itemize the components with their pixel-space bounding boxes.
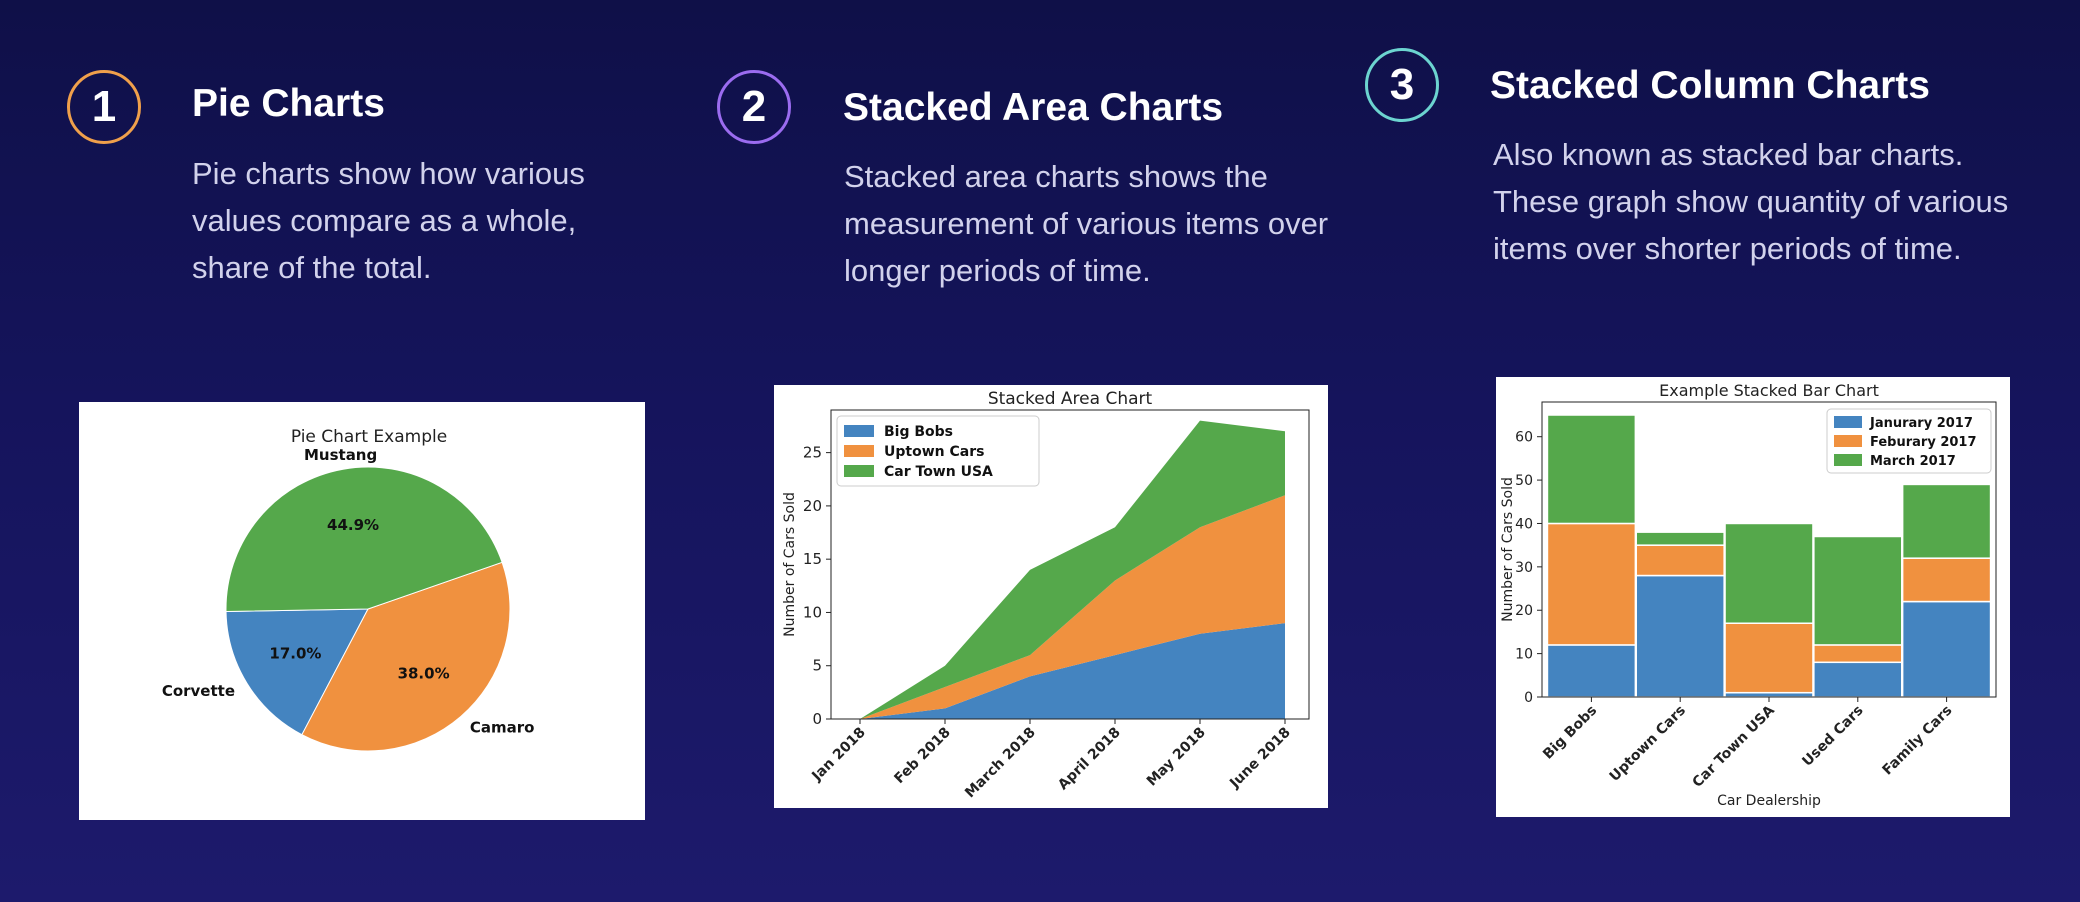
- pie-slice: [301, 561, 511, 752]
- bar-segment: [1901, 483, 1992, 559]
- stacked-bar-chart: Example Stacked Bar Chart 0 10 20 30 40 50 60 Bi…: [1500, 381, 1997, 809]
- legend-swatch: [1834, 454, 1862, 466]
- bar-segment: [1546, 414, 1637, 525]
- y-tick-label: 20: [1515, 603, 1533, 619]
- number-badge-1: 1: [67, 70, 141, 144]
- section-title-area: Stacked Area Charts: [843, 86, 1224, 129]
- description-line: Pie charts show how various: [192, 156, 585, 191]
- description-line: share of the total.: [192, 250, 432, 285]
- x-tick-label: April 2018: [1055, 725, 1124, 794]
- section-description-area: Stacked area charts shows the measuremen…: [844, 153, 1328, 294]
- x-tick-label: Jan 2018: [808, 725, 868, 785]
- bar-segment: [1724, 622, 1814, 694]
- y-axis-label: Number of Cars Sold: [1500, 477, 1516, 622]
- bar-segment: [1901, 557, 1992, 603]
- chart-title: Pie Chart Example: [291, 427, 447, 447]
- legend-label: Janurary 2017: [1869, 416, 1973, 431]
- pie-chart: Pie Chart Example 17.0% Corvette 38.0% Camar…: [162, 427, 535, 752]
- chart-title: Example Stacked Bar Chart: [1659, 381, 1879, 400]
- bar-segment: [1635, 574, 1725, 698]
- legend-label: Uptown Cars: [884, 444, 984, 460]
- legend-swatch: [844, 445, 874, 457]
- legend-swatch: [1834, 435, 1862, 447]
- slice-percent-label: 38.0%: [398, 665, 450, 683]
- bar-segment: [1635, 531, 1725, 546]
- x-tick-label: May 2018: [1144, 725, 1209, 790]
- x-tick-label: Feb 2018: [891, 725, 953, 787]
- x-tick-label: Used Cars: [1799, 703, 1866, 770]
- section-description-column: Also known as stacked bar charts. These …: [1493, 131, 2008, 272]
- pie-slice: [225, 466, 503, 612]
- bar-segment: [1813, 644, 1903, 664]
- section-description-pie: Pie charts show how various values compa…: [192, 150, 585, 291]
- bar-segment: [1546, 522, 1637, 646]
- number-badge-3: 3: [1365, 48, 1439, 122]
- section-title-pie: Pie Charts: [192, 82, 385, 125]
- legend-box: [836, 415, 1040, 487]
- legend-label: Big Bobs: [884, 424, 953, 440]
- slice-name-label: Camaro: [470, 718, 535, 736]
- bar-segment: [1724, 522, 1814, 624]
- section-title-column: Stacked Column Charts: [1490, 64, 1930, 107]
- bar-segment: [1635, 544, 1725, 577]
- x-axis-label: Car Dealership: [1717, 793, 1821, 809]
- y-tick-label: 5: [812, 657, 822, 675]
- y-tick-label: 40: [1515, 516, 1533, 532]
- legend-swatch: [844, 465, 874, 477]
- x-tick-label: June 2018: [1226, 725, 1294, 793]
- legend-swatch: [844, 425, 874, 437]
- x-tick-label: March 2018: [962, 725, 1039, 802]
- stacked-area-chart: Stacked Area Chart 0 5 10 15 20 25 Jan 2018 Feb …: [782, 389, 1310, 802]
- y-tick-label: 25: [803, 444, 822, 462]
- description-line: These graph show quantity of various: [1493, 184, 2009, 219]
- y-tick-label: 60: [1515, 430, 1533, 446]
- area-series: [860, 420, 1285, 719]
- legend-label: Car Town USA: [884, 464, 993, 480]
- pie-chart-card: Pie Chart Example 17.0% Corvette 38.0% Camar…: [79, 402, 645, 820]
- area-series: [860, 623, 1285, 719]
- area-chart-card: Stacked Area Chart 0 5 10 15 20 25 Jan 2018 Feb …: [774, 385, 1328, 808]
- description-line: values compare as a whole,: [192, 203, 577, 238]
- y-tick-label: 0: [812, 710, 822, 728]
- legend-label: March 2017: [1870, 454, 1956, 469]
- bar-segment: [1901, 600, 1992, 698]
- x-tick-label: Uptown Cars: [1607, 703, 1689, 785]
- y-tick-label: 30: [1515, 560, 1533, 576]
- description-line: items over shorter periods of time.: [1493, 231, 1962, 266]
- plot-frame: [830, 409, 1310, 720]
- slice-percent-label: 44.9%: [327, 516, 379, 534]
- y-tick-label: 10: [1515, 647, 1533, 663]
- bar-segment: [1546, 644, 1637, 698]
- description-line: Stacked area charts shows the: [844, 159, 1268, 194]
- y-axis-label: Number of Cars Sold: [782, 492, 798, 637]
- slice-percent-label: 17.0%: [269, 645, 321, 663]
- y-tick-label: 0: [1524, 690, 1533, 706]
- slice-name-label: Mustang: [304, 446, 377, 464]
- x-tick-label: Family Cars: [1880, 703, 1956, 779]
- number-badge-2: 2: [717, 70, 791, 144]
- y-tick-label: 15: [803, 550, 822, 568]
- legend-label: Feburary 2017: [1870, 435, 1977, 450]
- x-tick-label: Car Town USA: [1690, 702, 1778, 790]
- slice-name-label: Corvette: [162, 682, 235, 700]
- bar-segment: [1813, 661, 1903, 698]
- description-line: longer periods of time.: [844, 253, 1151, 288]
- pie-slice: [225, 608, 369, 736]
- y-tick-label: 20: [803, 497, 822, 515]
- description-line: Also known as stacked bar charts.: [1493, 137, 1964, 172]
- area-series: [860, 495, 1285, 719]
- bar-chart-card: Example Stacked Bar Chart 0 10 20 30 40 50 60 Bi…: [1496, 377, 2010, 817]
- description-line: measurement of various items over: [844, 206, 1329, 241]
- legend-box: [1826, 408, 1992, 474]
- y-tick-label: 10: [803, 603, 822, 621]
- bar-segment: [1813, 535, 1903, 646]
- chart-title: Stacked Area Chart: [988, 389, 1153, 409]
- x-tick-label: Big Bobs: [1540, 703, 1600, 763]
- legend-swatch: [1834, 416, 1862, 428]
- y-tick-label: 50: [1515, 473, 1533, 489]
